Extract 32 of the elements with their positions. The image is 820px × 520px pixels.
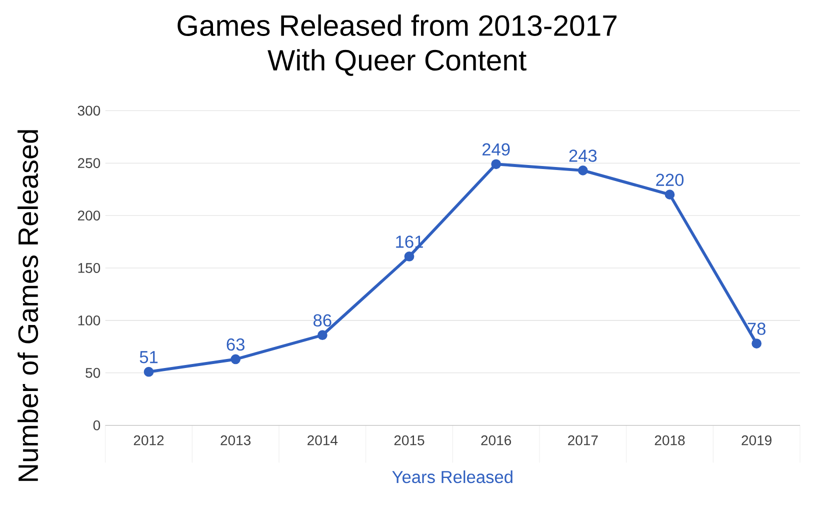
point (491, 159, 502, 170)
point (578, 166, 588, 176)
x-tick-label: 2015 (394, 435, 424, 446)
y-tick-label: 100 (78, 315, 100, 326)
point (752, 338, 762, 348)
chart-title: Games Released from 2013-2017 With Queer Content (178, 14, 616, 76)
y-tick-label: 50 (86, 368, 100, 378)
x-tick-label: 2014 (308, 435, 338, 446)
x-tick-label: 2019 (742, 435, 772, 446)
y-tick-label: 0 (93, 420, 100, 430)
point (317, 330, 328, 340)
y-axis-title: Number of Games Released (18, 130, 38, 481)
y-tick-label: 150 (78, 263, 100, 273)
data-label: 243 (569, 150, 597, 162)
data-label: 51 (140, 351, 158, 364)
data-label: 63 (226, 338, 244, 351)
x-tick-label: 2013 (220, 435, 251, 446)
x-tick-label: 2017 (568, 435, 598, 446)
x-tick-label: 2016 (481, 435, 512, 446)
data-label: 220 (656, 174, 684, 186)
data-label: 249 (482, 143, 510, 156)
x-tick-label: 2012 (134, 435, 164, 446)
point (404, 252, 414, 262)
x-axis-title: Years Released (392, 470, 512, 484)
x-tick-label: 2018 (654, 435, 685, 446)
y-tick-label: 200 (78, 210, 100, 221)
point (230, 354, 241, 364)
y-tick-label: 300 (78, 106, 100, 116)
point (144, 366, 154, 377)
data-label: 86 (314, 314, 332, 327)
y-tick-label: 250 (78, 158, 100, 168)
point (664, 190, 675, 200)
